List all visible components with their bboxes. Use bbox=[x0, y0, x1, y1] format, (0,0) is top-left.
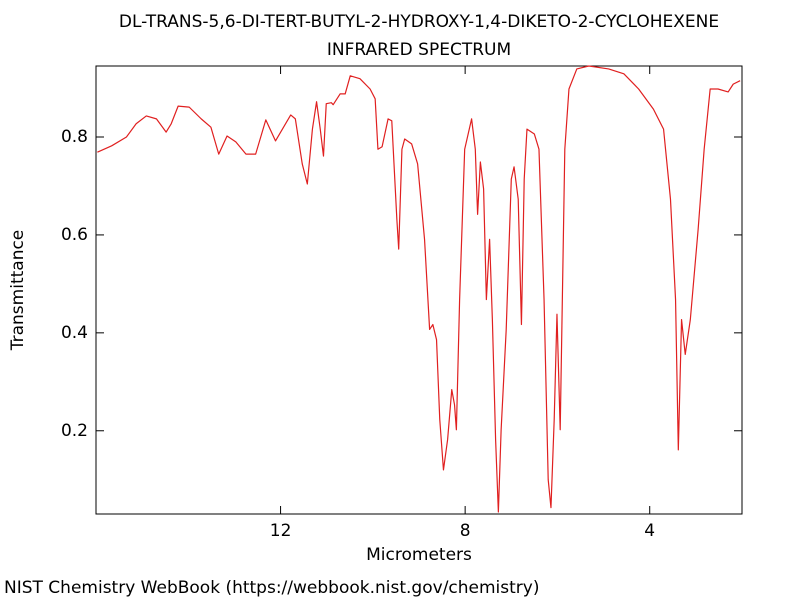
x-axis-label: Micrometers bbox=[366, 545, 472, 565]
chart-subtitle: INFRARED SPECTRUM bbox=[327, 40, 511, 60]
y-tick-label: 0.8 bbox=[61, 127, 88, 147]
y-tick-label: 0.6 bbox=[61, 225, 88, 245]
plot-frame bbox=[95, 65, 743, 515]
y-axis-label: Transmittance bbox=[8, 230, 28, 352]
chart-title: DL-TRANS-5,6-DI-TERT-BUTYL-2-HYDROXY-1,4… bbox=[119, 12, 719, 32]
y-tick-label: 0.4 bbox=[61, 323, 88, 343]
y-tick-label: 0.2 bbox=[61, 421, 88, 441]
x-tick-label: 4 bbox=[644, 521, 655, 541]
source-note: NIST Chemistry WebBook (https://webbook.… bbox=[4, 578, 539, 598]
x-tick-label: 8 bbox=[460, 521, 471, 541]
spectrum-line bbox=[97, 65, 741, 513]
x-tick-label: 12 bbox=[270, 521, 292, 541]
